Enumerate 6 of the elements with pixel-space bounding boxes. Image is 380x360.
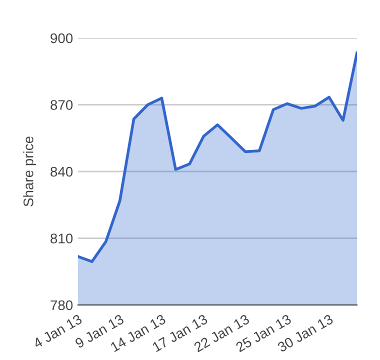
y-tick-label: 870 [50,100,73,110]
y-axis-title: Share price [23,136,36,206]
y-tick-label: 810 [50,234,73,244]
y-tick-label: 780 [50,300,73,310]
y-tick-label: 840 [50,166,73,177]
y-tick-label: 900 [50,33,73,44]
